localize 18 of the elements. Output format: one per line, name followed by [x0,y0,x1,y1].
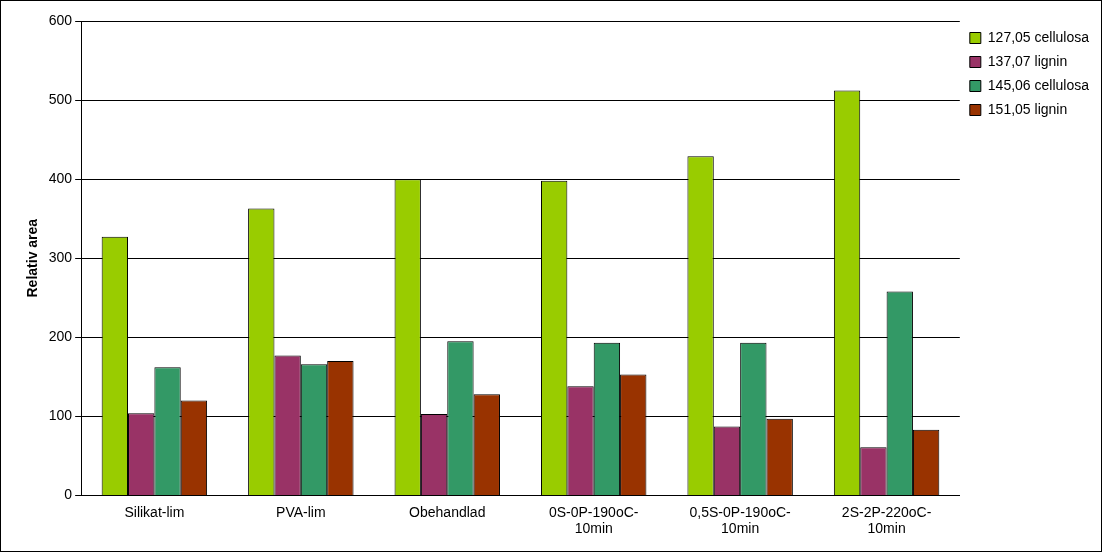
x-tick-label: PVA-lim [276,503,326,520]
y-axis-title: Relativ area [24,218,41,298]
x-tick-label: 0S-0P-190oC-10min [548,503,639,537]
x-tick-label: Silikat-lim [124,503,185,520]
y-tick-label: 0 [64,486,73,503]
legend-label: 137,07 lignin [987,52,1068,69]
y-tick-label: 200 [48,328,73,345]
y-tick-label: 600 [48,11,73,28]
x-tick-label: Obehandlad [409,503,486,520]
legend-label: 151,05 lignin [987,100,1068,117]
legend-label: 127,05 cellulosa [987,28,1090,45]
legend-label: 145,06 cellulosa [987,76,1090,93]
y-tick-label: 300 [48,249,73,266]
y-tick-label: 400 [48,169,73,186]
x-tick-label: 2S-2P-220oC-10min [841,503,932,537]
y-tick-label: 100 [48,407,73,424]
x-tick-label: 0,5S-0P-190oC-10min [689,503,792,537]
y-tick-label: 500 [48,90,73,107]
